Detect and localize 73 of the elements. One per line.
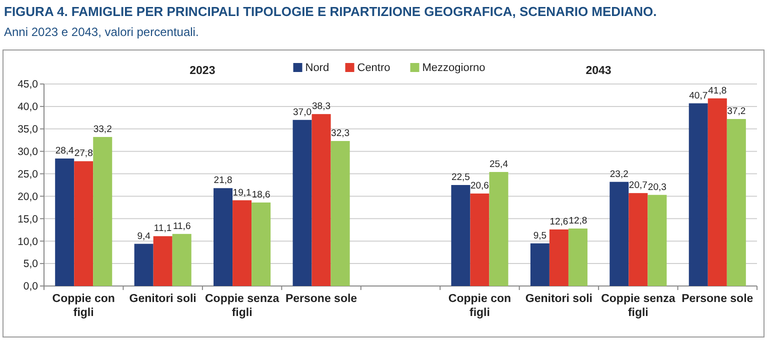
bar (153, 236, 172, 286)
legend-label: Centro (357, 62, 390, 74)
y-tick-label: 35,0 (18, 124, 38, 136)
x-tick-label: Genitori soli (525, 293, 592, 305)
data-label: 38,3 (312, 101, 331, 112)
text: 2043 (586, 65, 612, 77)
bar (530, 243, 550, 286)
y-tick-label: 10,0 (18, 236, 38, 248)
bar (292, 120, 312, 286)
bar (489, 172, 508, 286)
bar (232, 200, 252, 286)
y-tick-label: 25,0 (18, 168, 38, 180)
bar (252, 202, 271, 286)
y-tick-label: 20,0 (18, 190, 38, 203)
bar (610, 182, 629, 286)
bar (172, 234, 192, 286)
data-label: 20,6 (470, 180, 489, 192)
data-label: 23,2 (610, 168, 628, 180)
legend-label: Nord (305, 62, 330, 74)
data-label: 27,8 (74, 148, 93, 160)
data-label: 21,8 (214, 175, 232, 186)
bar (74, 161, 94, 286)
bar (55, 158, 74, 286)
bar (214, 188, 233, 286)
data-label: 20,7 (628, 180, 648, 192)
data-label: 20,3 (648, 182, 666, 193)
x-tick-label: Coppie con figli (52, 293, 115, 319)
text: 2023 (190, 65, 216, 77)
bar (134, 244, 154, 286)
bar (470, 194, 490, 286)
y-tick-label: 45,0 (18, 78, 38, 91)
data-label: 41,8 (708, 85, 727, 96)
bar (708, 98, 727, 286)
legend-label: Mezzogiorno (422, 62, 486, 74)
chart-subtitle: Anni 2023 e 2043, valori percentuali. (4, 25, 199, 39)
bar (568, 228, 588, 286)
y-tick-label: 0,0 (23, 280, 38, 293)
data-label: 18,6 (252, 190, 270, 201)
chart-title: FIGURA 4. FAMIGLIE PER PRINCIPALI TIPOLOGIE E RIPARTIZIONE GEOGRAFICA, SCENARIO MEDIANO. (4, 4, 657, 19)
bar (330, 141, 350, 286)
data-label: 32,3 (331, 128, 350, 140)
data-label: 33,2 (93, 124, 112, 135)
x-tick-label: Coppie senza figli (601, 293, 676, 319)
data-label: 25,4 (489, 158, 508, 170)
x-tick-label: Persone sole (682, 293, 754, 305)
data-label: 12,8 (568, 216, 588, 227)
data-label: 9,5 (533, 230, 547, 242)
data-label: 40,7 (689, 90, 708, 102)
data-label: 19,1 (232, 187, 252, 198)
bar (628, 193, 648, 286)
bar (726, 119, 746, 286)
bar (688, 103, 708, 286)
x-tick-label: Persone sole (285, 293, 358, 305)
y-tick-label: 30,0 (18, 146, 38, 158)
data-label: 9,4 (137, 230, 150, 242)
y-tick-label: 40,0 (18, 101, 38, 114)
data-label: 37,0 (293, 106, 312, 118)
bar (648, 194, 667, 286)
data-label: 22,5 (451, 172, 470, 183)
y-tick-label: 15,0 (18, 213, 38, 226)
data-label: 11,1 (154, 223, 172, 234)
x-tick-label: Genitori soli (129, 293, 196, 305)
bar (451, 185, 470, 286)
data-label: 37,2 (727, 106, 746, 118)
bar (93, 136, 112, 286)
x-tick-label: Coppie senza figli (204, 293, 280, 319)
data-label: 11,6 (172, 220, 191, 232)
bar (549, 229, 568, 286)
data-label: 12,6 (550, 216, 568, 228)
bar (312, 114, 331, 286)
x-tick-label: Coppie con figli (448, 293, 512, 319)
y-tick-label: 5,0 (23, 258, 38, 270)
data-label: 28,4 (55, 146, 74, 157)
